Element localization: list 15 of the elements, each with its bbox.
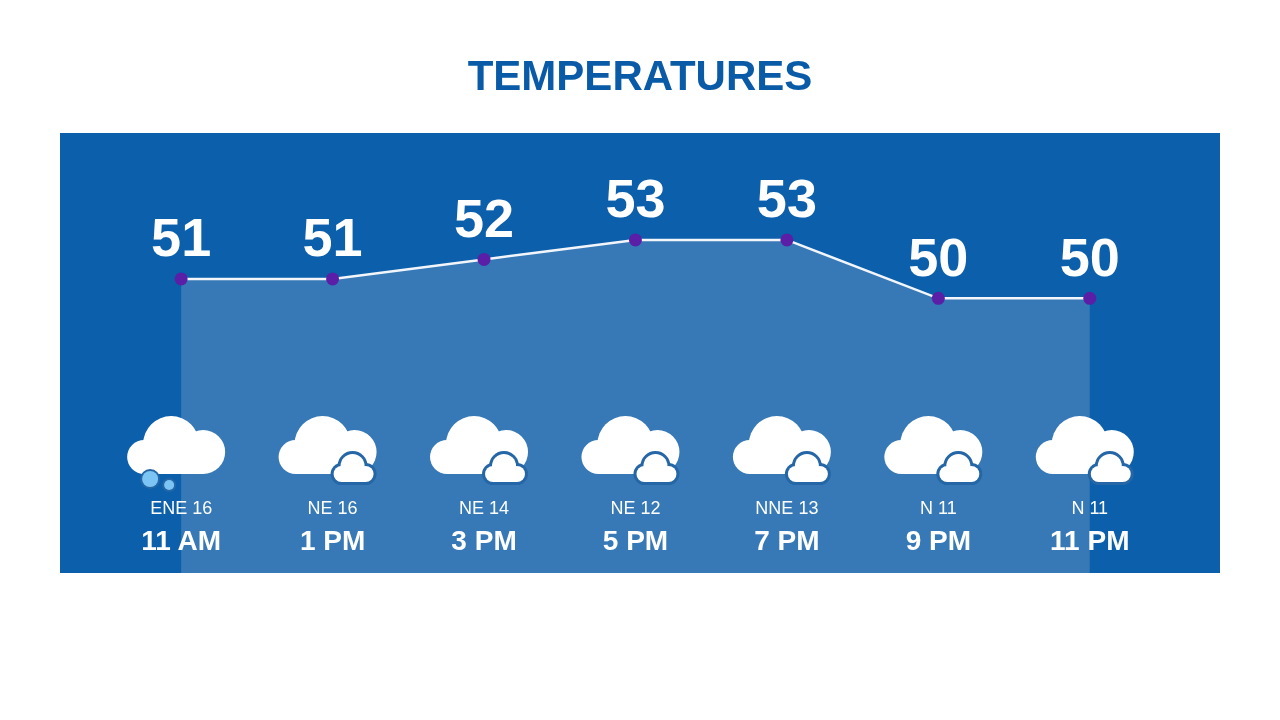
- x-tick-label: NE 14 3 PM: [451, 498, 517, 557]
- data-label: 50: [1059, 226, 1120, 287]
- data-label: 51: [302, 207, 363, 268]
- chart-title: TEMPERATURES: [467, 51, 813, 99]
- x-tick-label: ENE 16 11 AM: [141, 498, 222, 557]
- x-tick-label: NE 12 5 PM: [602, 498, 669, 557]
- x-tick-label: N 11 9 PM: [905, 498, 972, 557]
- x-tick-label: NE 16 1 PM: [299, 498, 366, 557]
- data-label: 52: [453, 187, 515, 248]
- data-label: 51: [151, 207, 212, 268]
- x-tick-label: NNE 13 7 PM: [754, 498, 820, 557]
- data-label: 50: [908, 226, 969, 287]
- data-label: 53: [605, 168, 666, 229]
- data-label: 53: [756, 168, 817, 229]
- x-tick-label: N 11 11 PM: [1050, 498, 1130, 557]
